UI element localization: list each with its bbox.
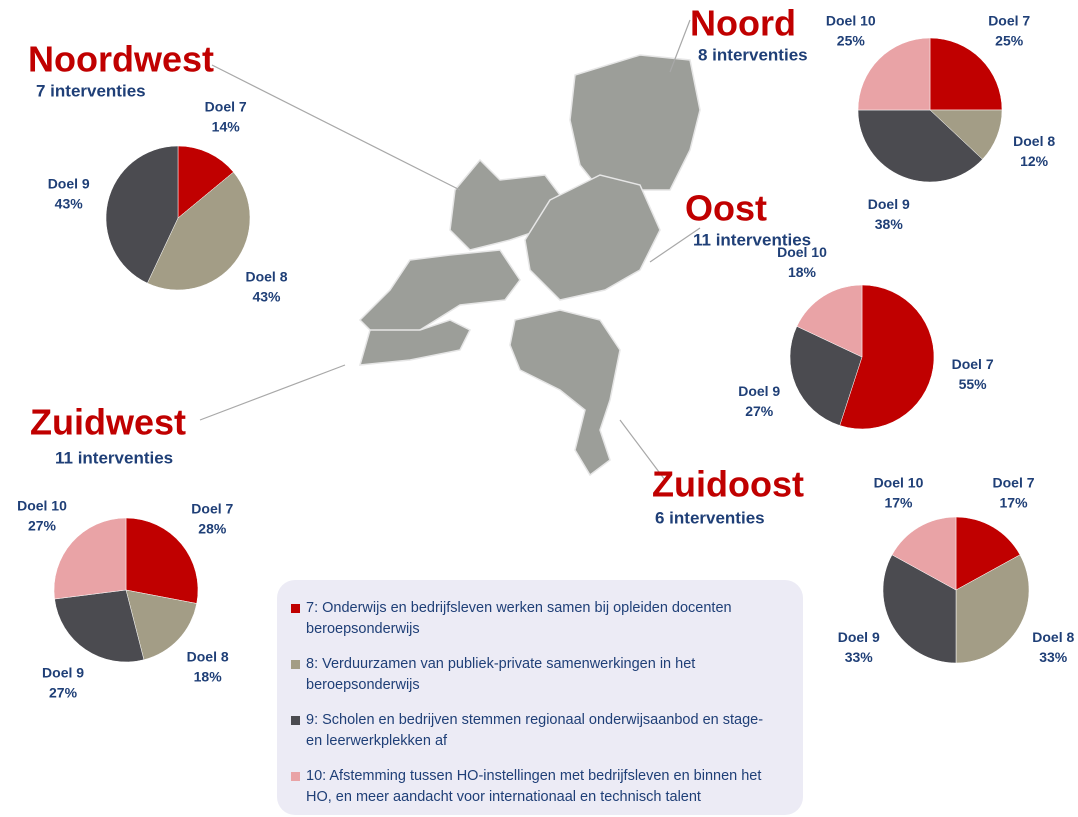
slice-category: Doel 7: [205, 98, 247, 114]
legend-item: 7: Onderwijs en bedrijfsleven werken sam…: [291, 598, 783, 640]
region-title: Zuidoost: [652, 464, 804, 505]
pie-slice: [882, 554, 957, 664]
slice-value-label: 18%: [194, 668, 223, 684]
slice-category: Doel 9: [738, 383, 780, 399]
slice-value-label: 17%: [884, 494, 913, 510]
slice-category: Doel 7: [988, 13, 1030, 29]
pie-slice: [105, 145, 179, 284]
slice-value-label: 28%: [198, 520, 227, 536]
region-title: Zuidwest: [30, 402, 186, 443]
slice-category: Doel 9: [868, 196, 910, 212]
slice-value-label: 43%: [252, 288, 281, 304]
legend: 7: Onderwijs en bedrijfsleven werken sam…: [277, 580, 803, 815]
slice-category: Doel 8: [1013, 133, 1055, 149]
legend-swatch: [291, 772, 300, 781]
slice-value-label: 27%: [28, 518, 57, 534]
slice-value-label: 33%: [845, 649, 874, 665]
region-subtitle: 6 interventies: [655, 508, 765, 527]
slice-value-label: 18%: [788, 264, 817, 280]
legend-item: 10: Afstemming tussen HO-instellingen me…: [291, 766, 783, 808]
pie-slice: [955, 516, 1021, 591]
slice-category: Doel 10: [826, 13, 876, 29]
slice-value-label: 38%: [875, 216, 904, 232]
pie-slice: [125, 589, 198, 661]
pie-slice: [147, 171, 251, 291]
region-title: Oost: [685, 188, 767, 229]
slice-category: Doel 10: [874, 474, 924, 490]
leader-lines: [199, 19, 701, 481]
slice-category: Doel 9: [48, 175, 90, 191]
region-subtitle: 8 interventies: [698, 45, 808, 64]
legend-swatch: [291, 660, 300, 669]
slice-category: Doel 8: [187, 648, 229, 664]
pie-slice: [53, 517, 127, 600]
slice-category: Doel 8: [245, 268, 287, 284]
slice-value-label: 27%: [745, 403, 774, 419]
slice-value-label: 27%: [49, 684, 78, 700]
slice-category: Doel 9: [838, 629, 880, 645]
region-title: Noord: [690, 3, 796, 44]
region-title: Noordwest: [28, 39, 214, 80]
slice-category: Doel 8: [1032, 629, 1074, 645]
slice-value-label: 43%: [55, 195, 84, 211]
pie-slice: [54, 589, 145, 663]
pie-slice: [796, 284, 863, 358]
slice-value-label: 25%: [995, 33, 1024, 49]
map: [358, 54, 701, 477]
legend-item: 8: Verduurzamen van publiek-private same…: [291, 654, 783, 696]
slice-category: Doel 10: [17, 498, 67, 514]
pie-slice: [177, 145, 234, 219]
slice-value-label: 12%: [1020, 153, 1049, 169]
legend-text: 10: Afstemming tussen HO-instellingen me…: [306, 768, 762, 805]
pie-slice: [857, 109, 983, 183]
slice-value-label: 14%: [212, 118, 241, 134]
pie-slice: [929, 37, 1003, 111]
region-subtitle: 7 interventies: [36, 81, 146, 100]
pie-slice: [857, 37, 931, 111]
slice-category: Doel 9: [42, 664, 84, 680]
region-subtitle: 11 interventies: [55, 448, 173, 467]
slice-category: Doel 7: [191, 500, 233, 516]
legend-swatch: [291, 716, 300, 725]
slice-category: Doel 7: [993, 474, 1035, 490]
pie-slice: [125, 517, 199, 604]
legend-text: 9: Scholen en bedrijven stemmen regionaa…: [306, 712, 764, 749]
pie-slice: [891, 516, 957, 591]
legend-item: 9: Scholen en bedrijven stemmen regionaa…: [291, 710, 783, 752]
slice-value-label: 55%: [959, 376, 988, 392]
pie-slice: [839, 284, 935, 430]
pie-slice: [955, 554, 1030, 664]
slice-value-label: 25%: [837, 33, 866, 49]
legend-swatch: [291, 604, 300, 613]
pie-slice: [789, 326, 863, 426]
region-subtitle: 11 interventies: [693, 230, 811, 249]
legend-text: 7: Onderwijs en bedrijfsleven werken sam…: [306, 600, 732, 637]
slice-value-label: 33%: [1039, 649, 1068, 665]
slice-value-label: 17%: [1000, 494, 1029, 510]
legend-text: 8: Verduurzamen van publiek-private same…: [306, 656, 696, 693]
slice-category: Doel 10: [777, 244, 827, 260]
slice-category: Doel 7: [952, 356, 994, 372]
